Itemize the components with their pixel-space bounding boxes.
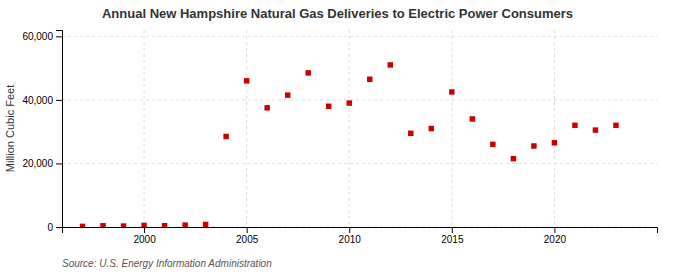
tick: 2000 [133,227,156,245]
plot-area: 2000 2005 2010 2015 2020 0 20,000 40,000 60,000 [22,30,657,245]
grid-line [554,30,555,227]
tick-label: 60,000 [22,31,53,42]
point [388,62,393,67]
chart-container: 2000 2005 2010 2015 2020 0 20,000 40,000 60,000 A… [0,0,675,275]
y-axis-label: Million Cubic Feet [4,85,16,172]
tick-label: 20,000 [22,158,53,169]
source-note: Source: U.S. Energy Information Administ… [62,258,272,269]
tick-label: 2005 [236,234,259,245]
tick-mark [349,227,350,233]
x-axis: 2000 2005 2010 2015 2020 [63,227,658,245]
tick-label: 0 [47,222,53,233]
point [182,222,187,227]
grid-line [349,30,350,227]
tick-mark [56,36,62,37]
point [100,223,105,227]
point [162,223,167,227]
tick-mark [144,227,145,233]
tick: 60,000 [22,31,62,42]
point [593,127,598,132]
title: Annual New Hampshire Natural Gas Deliver… [102,6,573,21]
point [613,123,618,128]
tick-label: 40,000 [22,95,53,106]
point [121,223,126,227]
tick-mark [56,163,62,164]
point [141,223,146,227]
point [305,70,310,75]
point [470,116,475,121]
grid-line [62,99,657,100]
point [490,142,495,147]
point [264,105,269,110]
point [203,222,208,227]
point [80,224,85,227]
point [531,143,536,148]
point [408,131,413,136]
point [429,126,434,131]
tick: 2010 [339,227,362,245]
grid-line [451,30,452,227]
tick: 20,000 [22,158,62,169]
tick-mark [247,227,248,233]
point [244,78,249,83]
tick-label: 2010 [339,234,362,245]
tick-mark [554,227,555,233]
point [326,104,331,109]
grid-line [62,36,657,37]
grid-line [246,30,247,227]
tick: 0 [47,222,62,233]
grid-line [144,30,145,227]
tick-label: 2015 [441,234,464,245]
point [285,92,290,97]
tick: 2005 [236,227,259,245]
point [367,77,372,82]
tick: 2015 [441,227,464,245]
point [347,100,352,105]
tick: 40,000 [22,95,62,106]
point [511,156,516,161]
axis-line [56,31,63,228]
point [223,134,228,139]
point [449,89,454,94]
grid-line [62,163,657,164]
tick-label: 2020 [544,234,567,245]
tick-mark [56,227,62,228]
point [552,140,557,145]
marks [80,62,619,227]
grid [62,30,657,227]
tick-label: 2000 [133,234,156,245]
point [572,123,577,128]
y-axis: 0 20,000 40,000 60,000 [22,31,62,233]
tick: 2020 [544,227,567,245]
tick-mark [452,227,453,233]
axis-line [63,228,658,234]
chart-svg: 2000 2005 2010 2015 2020 0 20,000 40,000 60,000 A… [0,0,675,275]
tick-mark [56,100,62,101]
